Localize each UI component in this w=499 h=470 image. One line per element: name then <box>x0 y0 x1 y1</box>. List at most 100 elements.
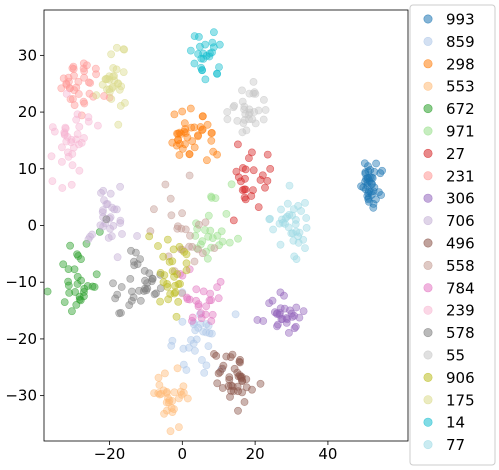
data-point <box>230 364 239 373</box>
data-point <box>48 177 57 185</box>
legend-label: 993 <box>446 11 475 29</box>
data-point <box>80 99 89 108</box>
data-point <box>191 326 200 335</box>
data-point <box>285 181 294 190</box>
series-14 <box>186 28 224 84</box>
data-point <box>127 296 136 305</box>
data-point <box>115 309 124 318</box>
legend-label: 553 <box>446 78 475 96</box>
data-point <box>204 342 213 350</box>
data-point <box>196 310 204 319</box>
data-point <box>43 287 52 296</box>
data-point <box>185 171 194 180</box>
series-706 <box>84 182 141 262</box>
y-tick-label: 10 <box>18 160 37 178</box>
data-point <box>110 205 119 214</box>
data-point <box>279 218 287 227</box>
data-point <box>85 78 93 87</box>
data-point <box>181 129 190 137</box>
data-point <box>188 137 197 146</box>
data-point <box>365 187 373 196</box>
data-point <box>63 132 72 141</box>
data-point <box>288 229 297 238</box>
data-point <box>179 382 188 391</box>
data-point <box>168 336 177 345</box>
data-point <box>145 232 154 241</box>
x-tick-label: −20 <box>94 445 126 463</box>
data-point <box>148 274 157 283</box>
data-point <box>197 63 205 72</box>
legend-label: 578 <box>446 324 475 342</box>
data-point <box>265 215 274 224</box>
data-point <box>154 389 163 398</box>
data-point <box>100 196 108 204</box>
data-point <box>186 231 194 240</box>
x-axis: −20 0 20 40 <box>94 441 337 463</box>
data-point <box>233 117 242 125</box>
legend-label: 55 <box>446 347 465 365</box>
data-point <box>187 123 196 132</box>
data-point <box>261 106 270 114</box>
data-point <box>80 67 89 75</box>
data-point <box>88 282 97 291</box>
data-point <box>198 237 207 246</box>
data-point <box>190 346 199 355</box>
data-point <box>205 49 214 58</box>
data-point <box>106 224 114 233</box>
data-point <box>64 281 73 290</box>
series-27 <box>229 140 275 225</box>
data-point <box>216 277 225 286</box>
legend-entry: 77 <box>423 436 465 454</box>
data-point <box>240 185 249 194</box>
data-point <box>48 123 57 131</box>
data-point <box>207 317 216 325</box>
legend-marker <box>423 14 433 24</box>
y-tick-label: −30 <box>5 387 37 405</box>
legend-label: 14 <box>446 414 465 432</box>
x-tick-label: 40 <box>318 445 337 463</box>
data-point <box>183 394 192 403</box>
legend-marker <box>423 148 433 158</box>
data-point <box>231 310 240 319</box>
legend-marker <box>423 59 433 69</box>
data-point <box>174 129 182 138</box>
data-point <box>190 257 199 266</box>
data-point <box>215 241 223 250</box>
data-point <box>80 73 88 82</box>
data-point <box>121 99 129 107</box>
data-point <box>261 183 269 192</box>
data-point <box>301 244 309 252</box>
series-298 <box>168 104 221 165</box>
data-point <box>72 83 81 92</box>
data-point <box>160 409 168 418</box>
data-point <box>202 302 211 311</box>
data-point <box>226 392 234 401</box>
data-point <box>238 377 246 385</box>
data-point <box>105 88 114 97</box>
data-point <box>61 124 70 133</box>
data-point <box>211 194 220 202</box>
data-point <box>178 107 187 116</box>
data-point <box>290 252 299 261</box>
data-point <box>292 303 301 312</box>
legend-entries: 993 859 298 553 672 971 27 231 306 706 496 558 784 23… <box>423 11 475 454</box>
data-point <box>116 102 125 110</box>
data-point <box>136 296 145 305</box>
data-point <box>269 225 277 234</box>
data-point <box>249 78 258 86</box>
data-point <box>106 189 115 198</box>
data-point <box>285 210 294 219</box>
data-point <box>216 368 224 376</box>
data-point <box>94 121 102 130</box>
data-point <box>215 63 223 71</box>
data-point <box>102 200 111 209</box>
data-point <box>204 232 213 241</box>
data-point <box>276 288 285 297</box>
data-point <box>75 295 84 304</box>
y-tick-label: −20 <box>5 330 37 348</box>
data-point <box>167 211 176 220</box>
data-point <box>162 387 171 396</box>
data-point <box>66 95 75 103</box>
data-point <box>374 188 383 196</box>
legend-label: 496 <box>446 235 475 253</box>
